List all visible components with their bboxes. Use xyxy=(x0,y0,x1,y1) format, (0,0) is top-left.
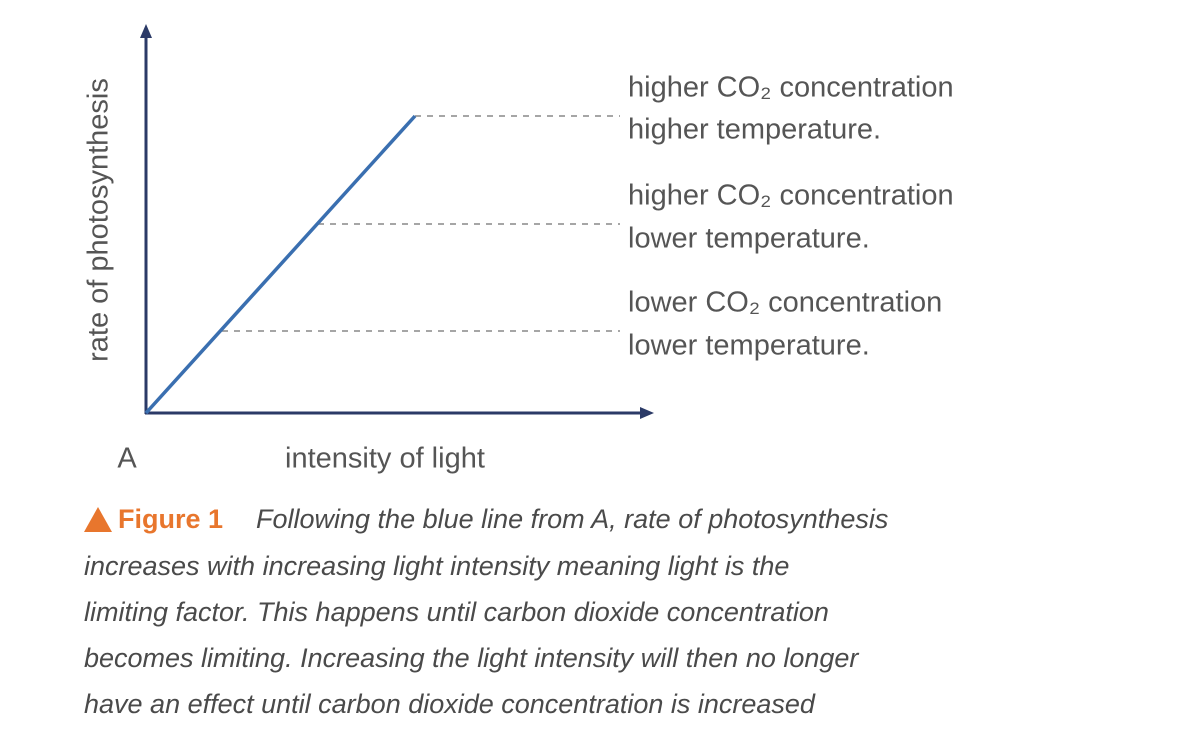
plateau-label: lower CO₂ concentration xyxy=(628,287,942,319)
plateau-label: higher temperature. xyxy=(628,114,881,146)
x-axis-label: intensity of light xyxy=(285,443,485,475)
plateau-lines xyxy=(222,115,620,332)
blue-line xyxy=(144,114,417,415)
origin-label: A xyxy=(117,443,137,475)
caption-line: have an effect until carbon dioxide conc… xyxy=(84,689,816,719)
axes xyxy=(144,36,642,415)
plateau-label: lower temperature. xyxy=(628,223,870,255)
caption-line: becomes limiting. Increasing the light i… xyxy=(84,643,859,673)
y-axis-label: rate of photosynthesis xyxy=(83,78,115,362)
plateau-label: lower temperature. xyxy=(628,330,870,362)
plateau-label: higher CO₂ concentration xyxy=(628,72,954,104)
caption-label: Figure 1 xyxy=(118,504,223,534)
plateau-label: higher CO₂ concentration xyxy=(628,180,954,212)
caption-line: increases with increasing light intensit… xyxy=(84,551,789,581)
caption-line: Following the blue line from A, rate of … xyxy=(256,504,888,534)
caption-line: limiting factor. This happens until carb… xyxy=(84,597,829,627)
caption-triangle xyxy=(84,507,112,532)
y-arrow xyxy=(140,24,152,38)
x-arrow xyxy=(640,407,654,419)
